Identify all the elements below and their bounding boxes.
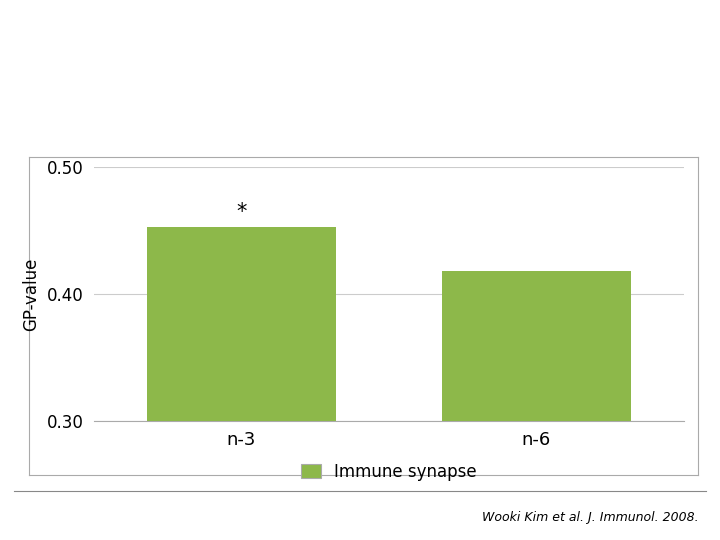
Y-axis label: GP-value: GP-value (22, 258, 40, 331)
Text: Wooki Kim et al. J. Immunol. 2008.: Wooki Kim et al. J. Immunol. 2008. (482, 511, 698, 524)
Text: n-3 PUFA enhance lipid raft formation: n-3 PUFA enhance lipid raft formation (64, 37, 656, 65)
Legend: Immune synapse: Immune synapse (292, 454, 485, 489)
Text: *: * (236, 202, 246, 222)
Bar (442, 272, 631, 540)
Bar (147, 227, 336, 540)
Text: at the IS: at the IS (293, 100, 427, 128)
